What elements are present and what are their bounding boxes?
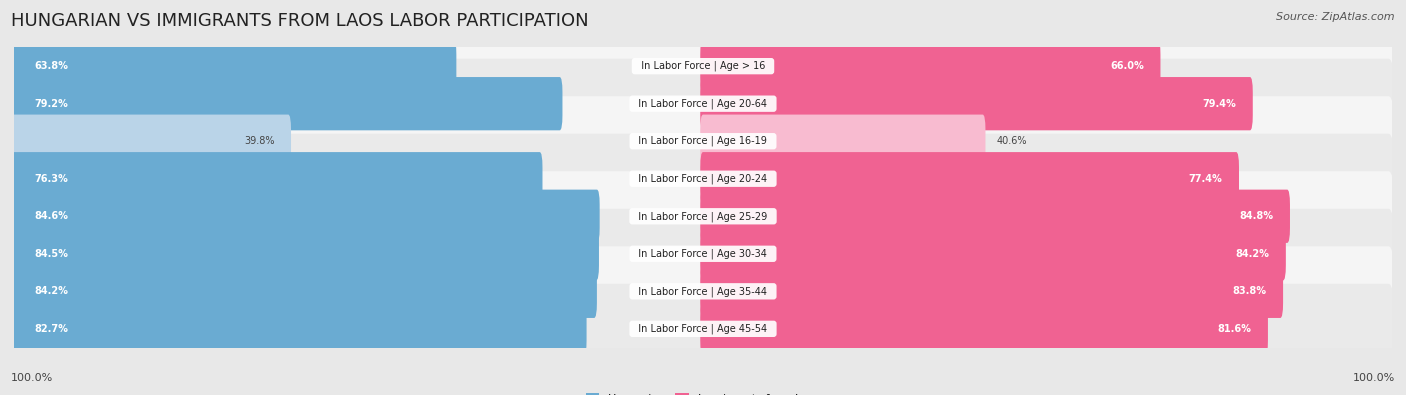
Text: 84.2%: 84.2% [35,286,69,296]
FancyBboxPatch shape [700,152,1239,205]
FancyBboxPatch shape [11,302,586,356]
Text: 76.3%: 76.3% [35,174,69,184]
Text: In Labor Force | Age > 16: In Labor Force | Age > 16 [634,61,772,71]
FancyBboxPatch shape [13,58,1393,149]
Text: 63.8%: 63.8% [35,61,69,71]
Text: In Labor Force | Age 45-54: In Labor Force | Age 45-54 [633,324,773,334]
Text: 84.8%: 84.8% [1240,211,1274,221]
FancyBboxPatch shape [11,227,599,280]
FancyBboxPatch shape [11,115,291,168]
FancyBboxPatch shape [11,265,598,318]
FancyBboxPatch shape [700,227,1286,280]
Text: 77.4%: 77.4% [1188,174,1222,184]
Text: In Labor Force | Age 30-34: In Labor Force | Age 30-34 [633,248,773,259]
Text: 82.7%: 82.7% [35,324,69,334]
FancyBboxPatch shape [13,171,1393,261]
Text: In Labor Force | Age 35-44: In Labor Force | Age 35-44 [633,286,773,297]
Legend: Hungarian, Immigrants from Laos: Hungarian, Immigrants from Laos [582,389,824,395]
FancyBboxPatch shape [11,190,599,243]
FancyBboxPatch shape [13,284,1393,374]
FancyBboxPatch shape [13,96,1393,186]
FancyBboxPatch shape [13,21,1393,111]
FancyBboxPatch shape [700,302,1268,356]
Text: 84.6%: 84.6% [35,211,69,221]
FancyBboxPatch shape [700,115,986,168]
FancyBboxPatch shape [11,152,543,205]
Text: 40.6%: 40.6% [997,136,1026,146]
FancyBboxPatch shape [13,134,1393,224]
FancyBboxPatch shape [700,190,1289,243]
Text: 84.2%: 84.2% [1236,249,1270,259]
Text: 100.0%: 100.0% [1353,373,1395,383]
FancyBboxPatch shape [11,40,457,93]
Text: 83.8%: 83.8% [1233,286,1267,296]
Text: 84.5%: 84.5% [35,249,69,259]
Text: HUNGARIAN VS IMMIGRANTS FROM LAOS LABOR PARTICIPATION: HUNGARIAN VS IMMIGRANTS FROM LAOS LABOR … [11,12,589,30]
Text: 79.4%: 79.4% [1202,99,1236,109]
Text: In Labor Force | Age 20-24: In Labor Force | Age 20-24 [633,173,773,184]
Text: 39.8%: 39.8% [245,136,274,146]
FancyBboxPatch shape [700,265,1284,318]
FancyBboxPatch shape [700,77,1253,130]
FancyBboxPatch shape [700,40,1160,93]
Text: Source: ZipAtlas.com: Source: ZipAtlas.com [1277,12,1395,22]
Text: 100.0%: 100.0% [11,373,53,383]
FancyBboxPatch shape [13,209,1393,299]
Text: In Labor Force | Age 25-29: In Labor Force | Age 25-29 [633,211,773,222]
Text: 81.6%: 81.6% [1218,324,1251,334]
FancyBboxPatch shape [11,77,562,130]
Text: 79.2%: 79.2% [35,99,69,109]
Text: In Labor Force | Age 20-64: In Labor Force | Age 20-64 [633,98,773,109]
FancyBboxPatch shape [13,246,1393,337]
Text: 66.0%: 66.0% [1111,61,1144,71]
Text: In Labor Force | Age 16-19: In Labor Force | Age 16-19 [633,136,773,147]
